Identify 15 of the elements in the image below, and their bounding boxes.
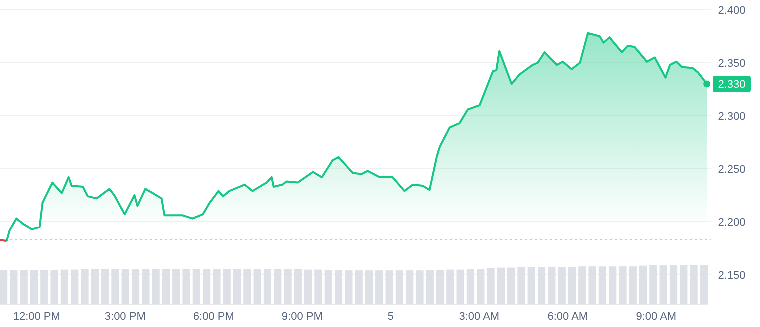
x-tick-label: 3:00 AM [459,311,500,323]
x-tick-label: 6:00 AM [548,311,588,323]
x-tick-label: 6:00 PM [193,311,234,323]
y-tick-label: 2.350 [718,58,746,70]
y-tick-label: 2.300 [718,111,746,123]
y-tick-label: 2.200 [718,217,746,229]
x-tick-label: 3:00 PM [104,311,146,323]
y-tick-label: 2.150 [718,270,746,282]
x-tick-label: 12:00 PM [13,311,60,323]
annotation: 2.330 [718,79,746,92]
x-tick-label: 5 [388,311,394,323]
x-tick-label: 9:00 AM [636,311,677,323]
x-tick-label: 9:00 PM [282,311,323,323]
y-tick-label: 2.250 [718,164,746,176]
y-tick-label: 2.400 [718,5,746,17]
